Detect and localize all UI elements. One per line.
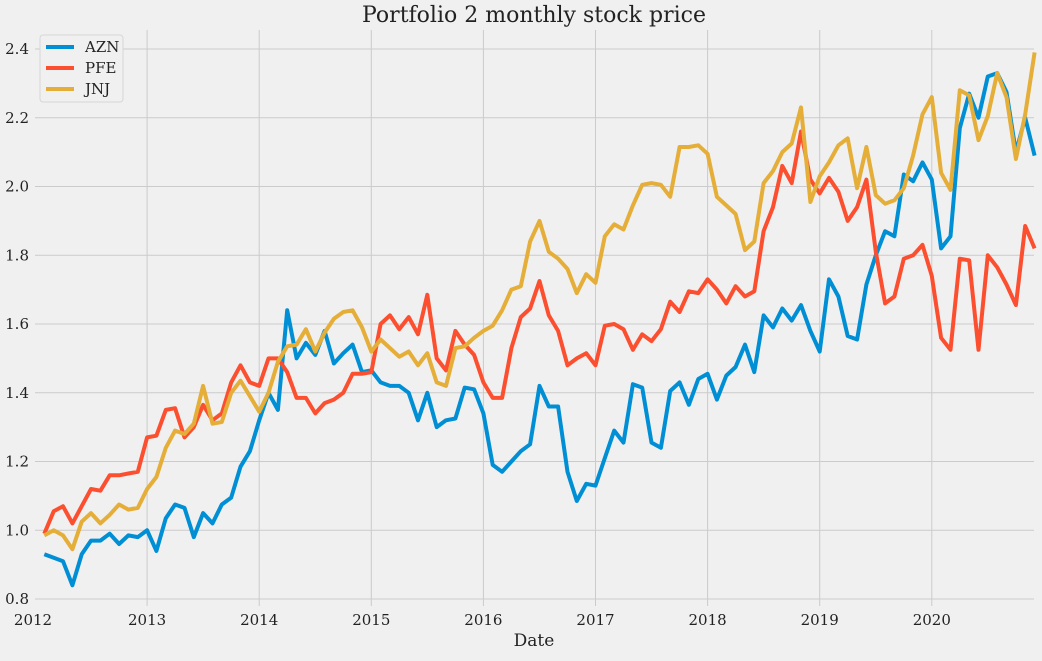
x-tick-label: 2013 (128, 611, 166, 629)
series-lines (42, 52, 1037, 588)
chart-title: Portfolio 2 monthly stock price (362, 3, 706, 28)
series-line-azn (43, 71, 1037, 588)
y-axis-ticks: 0.8 1.0 1.2 1.4 1.6 1.8 2.0 2.2 2.4 (5, 40, 29, 608)
legend-label-jnj: JNJ (83, 80, 110, 98)
y-tick-label: 1.2 (5, 453, 29, 471)
x-tick-label: 2019 (801, 611, 839, 629)
legend-label-pfe: PFE (85, 59, 116, 77)
legend-box (39, 34, 124, 103)
y-tick-label: 2.0 (5, 178, 29, 196)
x-tick-label: 2016 (464, 611, 502, 629)
x-tick-label: 2014 (240, 611, 278, 629)
y-tick-label: 2.2 (5, 109, 29, 127)
x-tick-label: 2015 (352, 611, 390, 629)
x-tick-label: 2017 (576, 611, 614, 629)
y-tick-label: 1.8 (5, 246, 29, 264)
x-tick-label: 2020 (913, 611, 951, 629)
y-tick-label: 0.8 (5, 590, 29, 608)
legend: AZN PFE JNJ (39, 34, 124, 103)
x-tick-label: 2018 (689, 611, 727, 629)
x-tick-label: 2012 (14, 611, 52, 629)
x-axis-ticks: 2012 2013 2014 2015 2016 2017 2018 2019 2020 (14, 611, 951, 629)
x-axis-label: Date (514, 631, 555, 651)
y-tick-label: 1.4 (5, 384, 29, 402)
y-tick-label: 2.4 (5, 40, 29, 58)
series-line-jnj (43, 52, 1037, 552)
y-tick-label: 1.0 (5, 521, 29, 539)
y-tick-label: 1.6 (5, 315, 29, 333)
grid (35, 30, 1034, 606)
legend-label-azn: AZN (84, 38, 119, 56)
